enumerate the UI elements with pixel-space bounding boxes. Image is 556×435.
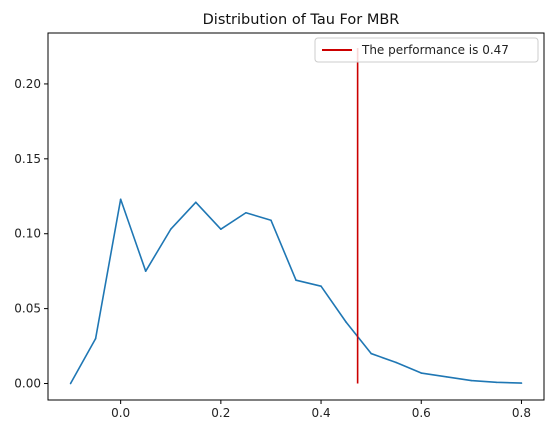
y-tick-label: 0.10 bbox=[14, 227, 41, 241]
data-point bbox=[245, 211, 247, 214]
y-tick-label: 0.15 bbox=[14, 152, 41, 166]
data-point bbox=[370, 352, 372, 355]
data-point bbox=[420, 372, 423, 374]
chart-title: Distribution of Tau For MBR bbox=[203, 12, 400, 28]
plot-content bbox=[69, 47, 523, 385]
data-point bbox=[520, 382, 523, 384]
legend: The performance is 0.47 bbox=[314, 37, 539, 63]
x-tick-label: 0.8 bbox=[512, 406, 531, 420]
y-axis: 0.00 0.05 0.10 0.15 0.20 bbox=[14, 77, 48, 391]
data-point bbox=[295, 279, 297, 281]
legend-label: The performance is 0.47 bbox=[361, 43, 509, 57]
data-point bbox=[69, 382, 72, 385]
data-point bbox=[220, 228, 222, 231]
data-point bbox=[94, 337, 97, 340]
x-tick-label: 0.4 bbox=[312, 406, 331, 420]
plot-frame bbox=[47, 32, 545, 401]
y-tick-label: 0.05 bbox=[14, 302, 41, 316]
data-point bbox=[144, 270, 147, 272]
data-point bbox=[445, 375, 448, 378]
data-point bbox=[395, 361, 398, 364]
data-point bbox=[270, 219, 272, 222]
data-point bbox=[320, 285, 322, 287]
legend-box bbox=[314, 37, 539, 63]
x-tick-label: 0.2 bbox=[211, 406, 230, 420]
x-tick-label: 0.6 bbox=[412, 406, 431, 420]
x-tick-label: 0.0 bbox=[111, 406, 130, 420]
data-point bbox=[470, 379, 473, 382]
data-point bbox=[169, 228, 172, 231]
data-point bbox=[119, 198, 122, 201]
y-tick-label: 0.20 bbox=[14, 77, 41, 91]
series-line-0 bbox=[69, 198, 522, 384]
data-point bbox=[345, 321, 347, 323]
x-axis: 0.0 0.2 0.4 0.6 0.8 bbox=[111, 400, 531, 420]
y-tick-label: 0.00 bbox=[14, 377, 41, 391]
data-point bbox=[495, 381, 498, 384]
data-point bbox=[195, 201, 197, 204]
